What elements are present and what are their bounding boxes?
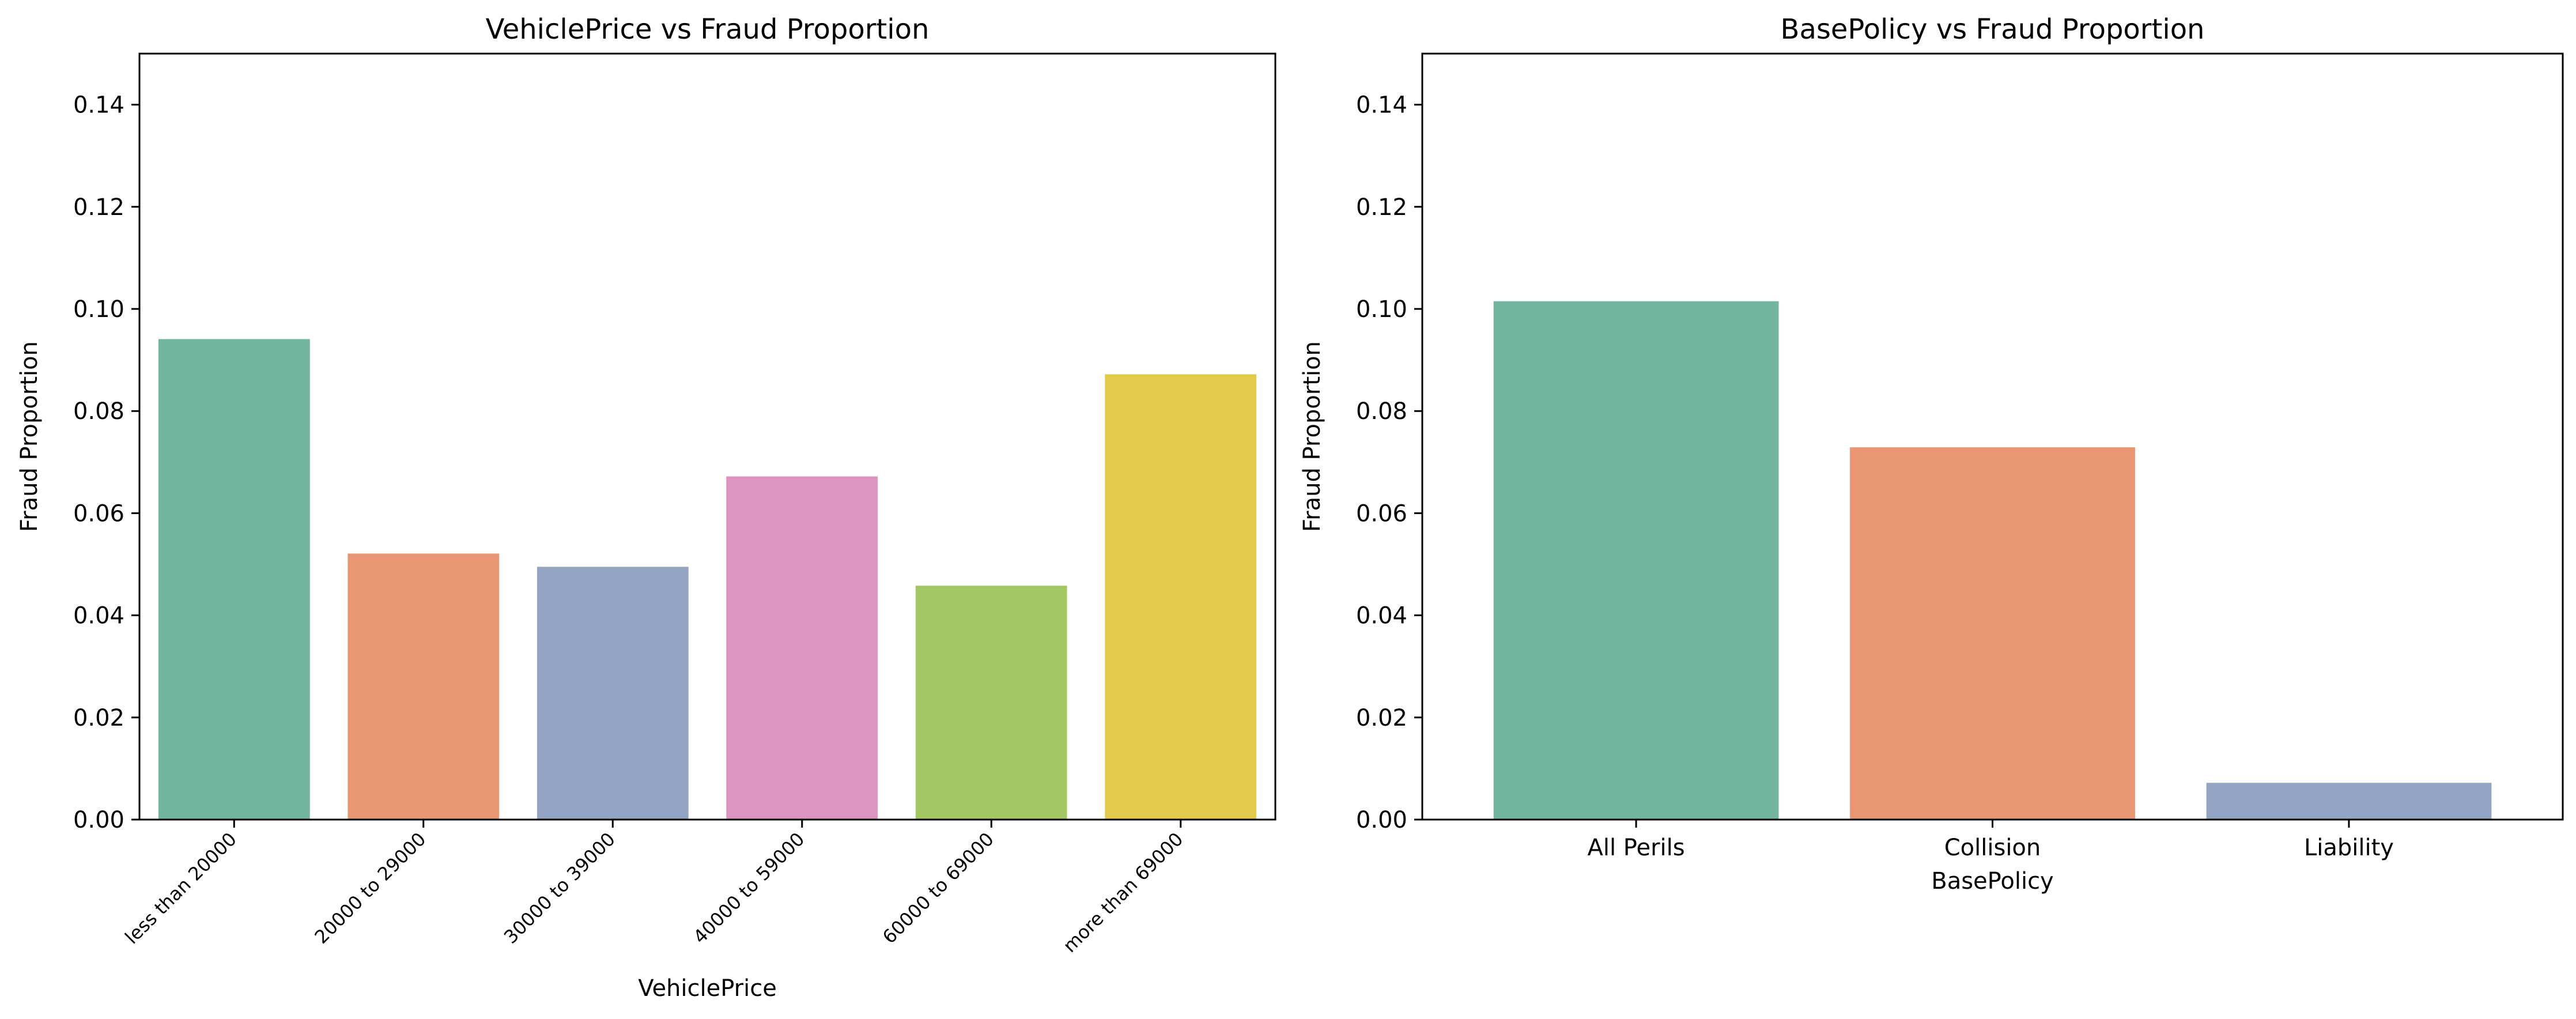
bar-6 [1105, 374, 1257, 820]
x-axis-label: BasePolicy [1931, 868, 2053, 895]
bar-3 [537, 567, 689, 820]
y-tick-label: 0.04 [1356, 603, 1407, 629]
bar-5 [915, 586, 1067, 820]
y-axis-label: Fraud Proportion [16, 341, 43, 532]
y-axis-label: Fraud Proportion [1299, 341, 1325, 532]
y-tick-label: 0.10 [73, 296, 124, 323]
bar-4 [726, 476, 878, 820]
bar-1 [1493, 301, 1779, 820]
y-tick-label: 0.08 [1356, 398, 1407, 425]
bar-1 [158, 339, 310, 820]
x-tick-label: 60000 to 69000 [878, 828, 998, 948]
y-tick-label: 0.04 [73, 603, 124, 629]
bar-3 [2206, 783, 2492, 820]
y-tick-label: 0.08 [73, 398, 124, 425]
y-tick-label: 0.06 [73, 500, 124, 527]
x-tick-label: All Perils [1588, 835, 1685, 861]
x-tick-label: Collision [1944, 835, 2041, 861]
y-tick-label: 0.02 [73, 705, 124, 731]
chart-title: BasePolicy vs Fraud Proportion [1781, 13, 2205, 46]
plot-frame [138, 52, 1276, 821]
x-tick-label: Liability [2304, 835, 2394, 861]
y-tick-label: 0.12 [73, 194, 124, 221]
x-axis-label: VehiclePrice [638, 975, 777, 1002]
bar-2 [1850, 447, 2135, 820]
y-tick-label: 0.00 [73, 807, 124, 833]
bar-2 [348, 553, 500, 820]
x-tick-label: 30000 to 39000 [500, 828, 620, 948]
chart-title: VehiclePrice vs Fraud Proportion [486, 13, 930, 46]
chart-1: 0.00 0.02 0.04 0.06 0.08 0.10 0.12 0.14 less tha… [16, 13, 1276, 1002]
y-tick-label: 0.14 [73, 92, 124, 119]
y-tick-label: 0.00 [1356, 807, 1407, 833]
x-tick-label: 20000 to 29000 [310, 828, 430, 948]
y-tick-label: 0.12 [1356, 194, 1407, 221]
y-tick-label: 0.14 [1356, 92, 1407, 119]
chart-2: 0.00 0.02 0.04 0.06 0.08 0.10 0.12 0.14 All Peri… [1299, 13, 2564, 895]
y-tick-label: 0.06 [1356, 500, 1407, 527]
x-tick-label: 40000 to 59000 [689, 828, 809, 948]
x-tick-label: more than 69000 [1059, 828, 1187, 957]
y-tick-label: 0.10 [1356, 296, 1407, 323]
y-tick-label: 0.02 [1356, 705, 1407, 731]
x-tick-label: less than 20000 [120, 828, 240, 948]
